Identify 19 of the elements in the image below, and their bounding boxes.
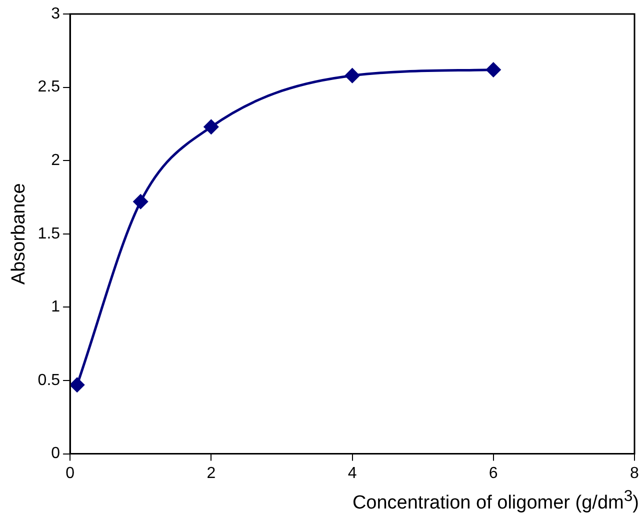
y-tick-label: 1 — [51, 298, 60, 316]
x-axis-title: Concentration of oligomer (g/dm$^{3}$) — [352, 488, 639, 514]
x-tick-label: 2 — [206, 464, 216, 482]
y-tick-label: 0.5 — [38, 372, 60, 389]
point — [204, 120, 218, 134]
y-tick-label: 2.5 — [38, 78, 60, 96]
x-tick-label: 6 — [488, 464, 498, 482]
y-tick-label: 0 — [51, 445, 60, 462]
point — [345, 68, 360, 83]
point — [133, 194, 148, 209]
y-axis-title: Absorbance — [8, 183, 30, 285]
x-tick-label: 4 — [348, 464, 357, 482]
point — [70, 378, 84, 392]
y-tick-label: 2 — [51, 152, 60, 170]
x-tick-label: 0 — [66, 464, 75, 482]
x-tick-label: 8 — [630, 464, 640, 482]
point — [486, 62, 501, 77]
y-tick-label: 3 — [51, 5, 60, 22]
y-tick-label: 1.5 — [38, 225, 60, 242]
